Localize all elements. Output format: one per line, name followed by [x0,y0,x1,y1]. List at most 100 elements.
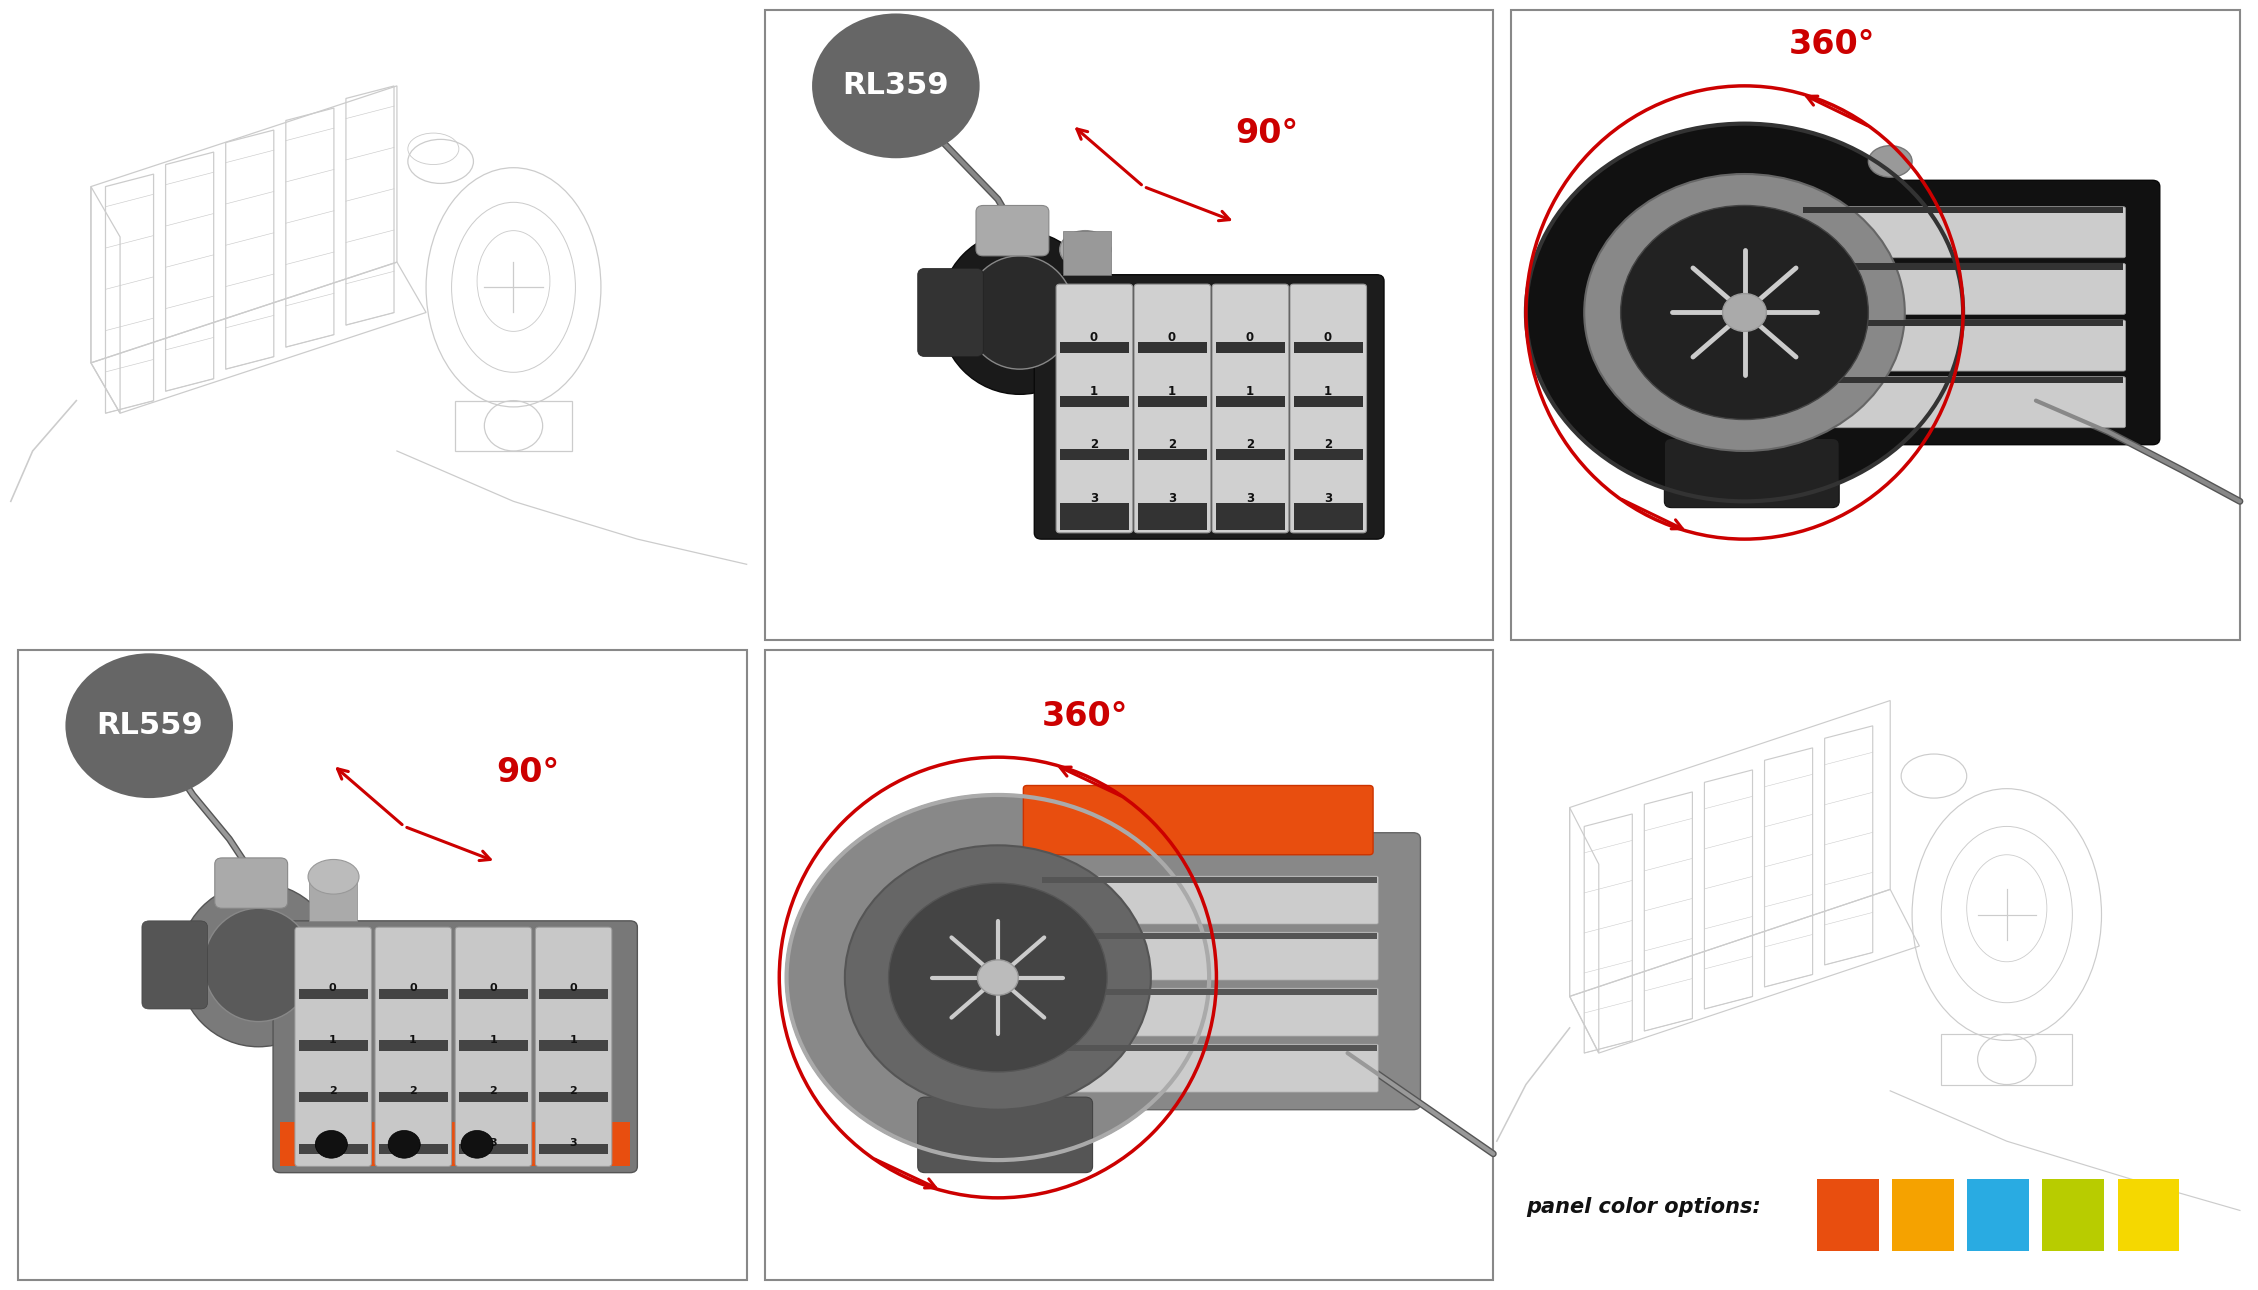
Text: 2: 2 [1167,439,1176,451]
Bar [1294,449,1364,461]
Bar [298,1093,368,1102]
Text: 2: 2 [409,1086,418,1096]
FancyBboxPatch shape [1800,320,2125,372]
FancyBboxPatch shape [1800,377,2125,428]
Text: 3: 3 [1323,491,1332,504]
Bar [1294,396,1364,406]
FancyBboxPatch shape [1289,284,1366,533]
Text: 1: 1 [1323,384,1332,397]
Ellipse shape [1867,146,1913,177]
Bar [1215,513,1285,530]
Text: 0: 0 [1091,332,1097,344]
Bar [1041,933,1377,939]
Text: panel color options:: panel color options: [1526,1197,1761,1218]
Bar [1059,396,1129,406]
Bar [309,877,357,921]
Text: 0: 0 [409,983,418,993]
FancyBboxPatch shape [535,928,612,1166]
FancyBboxPatch shape [1034,275,1384,539]
Circle shape [890,884,1106,1072]
FancyBboxPatch shape [456,928,531,1166]
Circle shape [844,845,1152,1109]
Bar [1059,513,1129,530]
Bar [379,1144,447,1153]
Text: 1: 1 [409,1035,418,1045]
Circle shape [1585,174,1906,452]
FancyBboxPatch shape [1041,1044,1377,1093]
Bar [280,1122,630,1166]
Text: 360°: 360° [1788,28,1874,62]
Bar [540,989,607,998]
Text: 90°: 90° [497,756,560,789]
Bar [1892,1179,1955,1251]
Bar [458,1093,528,1102]
Bar [1294,513,1364,530]
Bar [1138,396,1208,406]
Bar [458,989,528,998]
Circle shape [786,795,1208,1160]
Bar [1138,503,1208,513]
Bar [1294,503,1364,513]
FancyBboxPatch shape [1800,206,2125,258]
Bar [298,1041,368,1050]
Bar [1802,377,2123,383]
Bar [1215,449,1285,461]
Bar [1967,1179,2030,1251]
Ellipse shape [178,884,339,1046]
Text: 3: 3 [409,1138,418,1148]
FancyBboxPatch shape [375,928,452,1166]
FancyBboxPatch shape [1664,439,1840,508]
Text: 3: 3 [1246,491,1253,504]
Bar [379,989,447,998]
Bar [2118,1179,2179,1251]
Text: 0: 0 [330,983,336,993]
Ellipse shape [1059,231,1111,268]
Bar [1041,877,1377,884]
Circle shape [1621,205,1867,419]
FancyBboxPatch shape [1041,988,1377,1036]
FancyBboxPatch shape [917,268,982,356]
Bar [1802,206,2123,213]
Text: 2: 2 [490,1086,497,1096]
Bar [1059,503,1129,513]
FancyBboxPatch shape [1800,263,2125,315]
Text: 0: 0 [1323,332,1332,344]
FancyBboxPatch shape [1041,933,1377,980]
Bar [540,1093,607,1102]
FancyBboxPatch shape [142,921,208,1009]
Bar [1041,989,1377,995]
Bar [379,1041,447,1050]
FancyBboxPatch shape [1752,181,2161,445]
FancyBboxPatch shape [1134,284,1210,533]
Text: 2: 2 [330,1086,336,1096]
Text: 360°: 360° [1043,699,1129,733]
Bar [1059,449,1129,461]
Bar [1138,449,1208,461]
Text: 1: 1 [1091,384,1097,397]
Circle shape [388,1130,420,1158]
FancyBboxPatch shape [273,921,637,1173]
Text: 1: 1 [569,1035,578,1045]
Text: 3: 3 [1167,491,1176,504]
Bar [540,1041,607,1050]
FancyBboxPatch shape [215,858,287,908]
Text: 2: 2 [1323,439,1332,451]
FancyBboxPatch shape [1057,284,1134,533]
Bar [458,1144,528,1153]
Text: 0: 0 [490,983,497,993]
Circle shape [1723,294,1766,332]
Bar [298,1144,368,1153]
Text: RL559: RL559 [95,711,203,740]
Bar [1802,263,2123,270]
Ellipse shape [203,908,314,1022]
Text: 2: 2 [1091,439,1097,451]
FancyBboxPatch shape [1041,876,1377,924]
FancyBboxPatch shape [1005,833,1420,1109]
FancyBboxPatch shape [975,205,1050,255]
FancyBboxPatch shape [296,928,370,1166]
Text: 0: 0 [1246,332,1253,344]
Text: 1: 1 [1246,384,1253,397]
Bar [1215,342,1285,353]
Bar [1294,342,1364,353]
Bar [1041,1045,1377,1051]
